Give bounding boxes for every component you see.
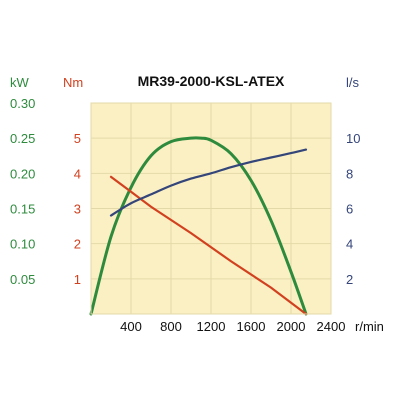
flow-tick-label: 2 (346, 272, 353, 287)
x-tick-label: 400 (120, 319, 142, 334)
power-tick-label: 0.05 (10, 272, 35, 287)
torque-tick-label: 4 (74, 166, 81, 181)
chart-title: MR39-2000-KSL-ATEX (138, 73, 285, 89)
flow-tick-label: 4 (346, 237, 353, 252)
torque-tick-label: 5 (74, 131, 81, 146)
power-tick-label: 0.20 (10, 166, 35, 181)
series-layer (89, 136, 308, 316)
flow-tick-label: 6 (346, 202, 353, 217)
power-tick-label: 0.30 (10, 96, 35, 111)
power-tick-label: 0.10 (10, 237, 35, 252)
x-tick-label: 1600 (237, 319, 266, 334)
x-tick-label: 1200 (197, 319, 226, 334)
torque-tick-label: 2 (74, 237, 81, 252)
flow-axis-unit: l/s (346, 75, 360, 90)
series-line-torque (109, 175, 308, 316)
power-tick-label: 0.15 (10, 202, 35, 217)
torque-axis-unit: Nm (63, 75, 83, 90)
plot-frame (90, 102, 332, 315)
x-tick-label: 2400 (317, 319, 346, 334)
labels: kW Nm l/s 0.30 0.25 0.20 0.15 0.10 0.05 5 4 3 2 1 10 8 6… (10, 75, 384, 334)
flow-tick-label: 8 (346, 166, 353, 181)
torque-tick-label: 1 (74, 272, 81, 287)
torque-tick-label: 3 (74, 202, 81, 217)
x-tick-label: 2000 (277, 319, 306, 334)
series-line-power (89, 136, 308, 316)
x-tick-label: 800 (160, 319, 182, 334)
power-tick-label: 0.25 (10, 131, 35, 146)
series-line-flow (109, 148, 308, 217)
x-axis-label: r/min (355, 319, 384, 334)
flow-tick-label: 10 (346, 131, 360, 146)
power-axis-unit: kW (10, 75, 30, 90)
